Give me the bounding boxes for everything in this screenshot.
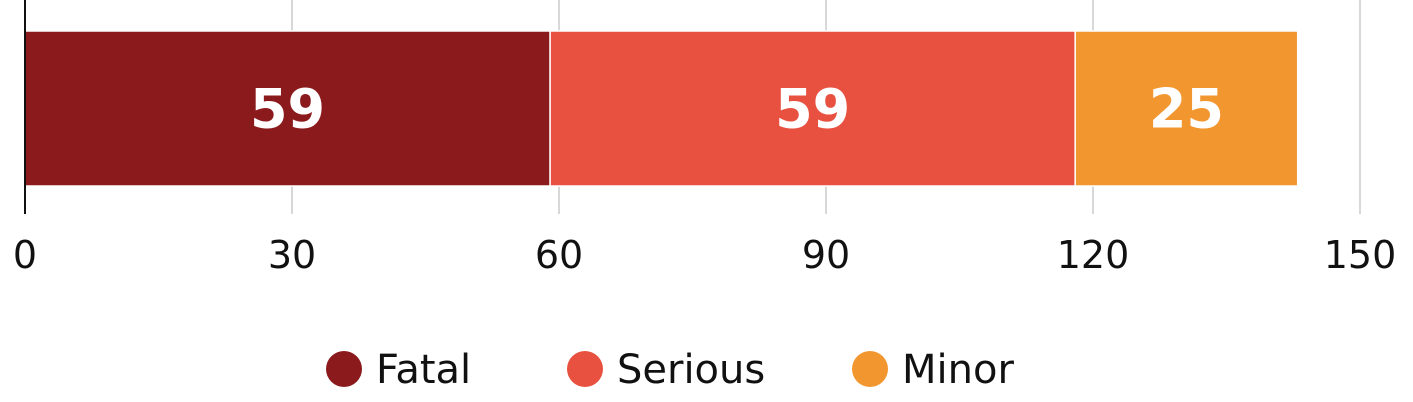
legend-swatch [567, 351, 603, 387]
bar-segment-serious [549, 30, 1076, 187]
x-tick-label: 120 [1057, 233, 1130, 277]
x-tick-label: 90 [802, 233, 850, 277]
legend-item-fatal: Fatal [326, 347, 471, 393]
bar-segment-fatal [24, 30, 551, 187]
legend-swatch [852, 351, 888, 387]
legend-item-serious: Serious [567, 347, 765, 393]
x-axis-tick-labels: 0 30 60 90 120 150 [13, 233, 1396, 277]
legend-label: Minor [902, 347, 1014, 393]
x-tick-label: 150 [1324, 233, 1397, 277]
x-tick-label: 60 [535, 233, 583, 277]
data-labels: 59 59 25 [250, 78, 1224, 141]
legend-swatch [326, 351, 362, 387]
x-tick-label: 30 [268, 233, 316, 277]
legend-label: Fatal [376, 347, 471, 393]
legend: Fatal Serious Minor [326, 347, 1014, 393]
bar-segment-minor [1074, 30, 1299, 187]
data-label-serious: 59 [775, 78, 850, 141]
bar-segments [24, 30, 1299, 187]
legend-item-minor: Minor [852, 347, 1014, 393]
x-tick-label: 0 [13, 233, 37, 277]
data-label-fatal: 59 [250, 78, 325, 141]
data-label-minor: 25 [1149, 78, 1224, 141]
legend-label: Serious [617, 347, 765, 393]
